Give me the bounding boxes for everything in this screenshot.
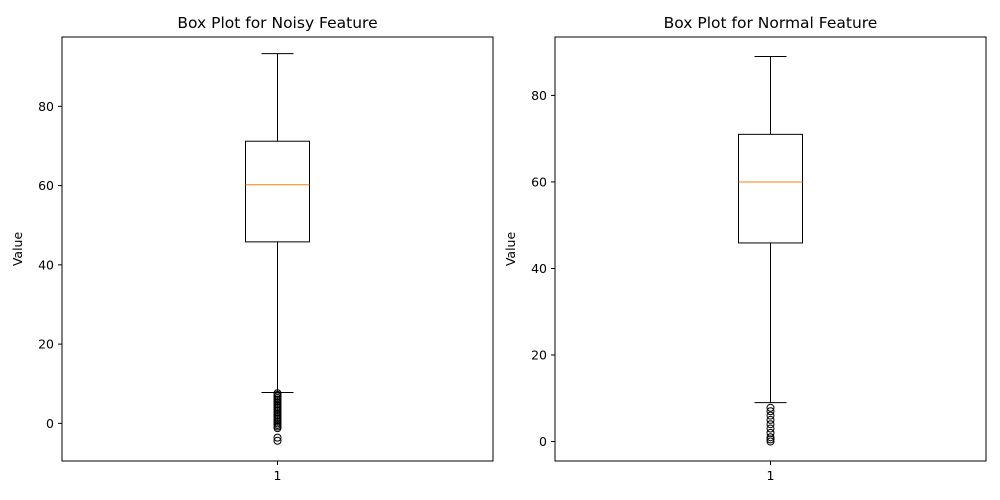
outlier-point	[273, 433, 282, 442]
outlier-point	[273, 424, 282, 433]
outlier-point	[766, 407, 775, 416]
y-tick-label: 80	[531, 88, 547, 103]
x-tick-label: 1	[274, 468, 282, 483]
plot-frame	[554, 36, 987, 462]
y-tick-label: 40	[38, 257, 54, 272]
y-tick-label: 40	[531, 261, 547, 276]
outlier-point	[766, 433, 775, 442]
y-axis-label: Value	[503, 232, 518, 267]
outlier-point	[766, 428, 775, 437]
y-axis-label: Value	[10, 232, 25, 267]
outlier-point	[766, 415, 775, 424]
box-iqr	[245, 140, 310, 243]
outlier-point	[273, 436, 282, 445]
box-iqr	[738, 133, 803, 244]
y-tick-label: 80	[38, 99, 54, 114]
outlier-point	[766, 403, 775, 412]
chart-title: Box Plot for Normal Feature	[664, 14, 878, 32]
outlier-point	[766, 437, 775, 446]
y-tick-label: 0	[46, 416, 54, 431]
chart-title: Box Plot for Noisy Feature	[177, 14, 377, 32]
outlier-point	[766, 435, 775, 444]
y-tick-label: 20	[38, 337, 54, 352]
outlier-point	[766, 424, 775, 433]
noisy-feature-box-plot: Box Plot for Noisy Feature Value 0 20 40 60 80…	[10, 14, 494, 483]
outlier-point	[766, 420, 775, 429]
y-tick-label: 20	[531, 348, 547, 363]
outlier-point	[766, 411, 775, 420]
x-tick-label: 1	[767, 468, 775, 483]
y-tick-label: 60	[531, 174, 547, 189]
plot-frame	[61, 36, 494, 462]
y-tick-label: 60	[38, 178, 54, 193]
normal-feature-box-plot: Box Plot for Normal Feature Value 0 20 40 60 8…	[503, 14, 987, 483]
y-tick-label: 0	[539, 434, 547, 449]
